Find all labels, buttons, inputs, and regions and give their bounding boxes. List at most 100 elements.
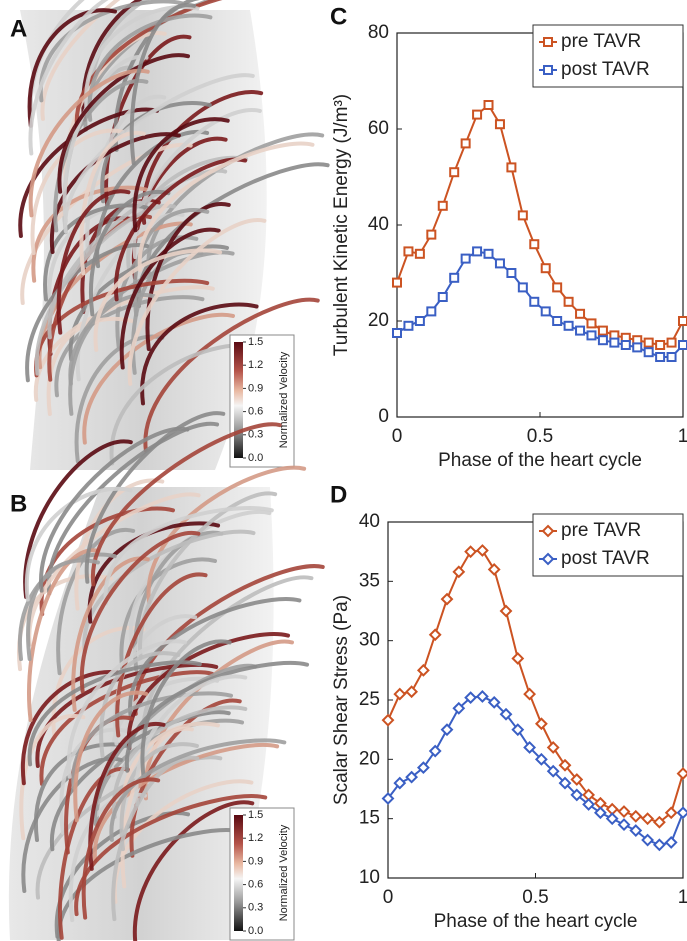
streamline [56, 828, 243, 941]
streamline [27, 8, 117, 128]
marker [494, 258, 505, 269]
marker [449, 167, 460, 178]
streamline [57, 53, 191, 194]
legend-label: post TAVR [561, 59, 650, 80]
streamline [38, 0, 185, 103]
marker [475, 690, 489, 703]
streamline [109, 738, 287, 842]
series-line [387, 695, 684, 846]
marker [460, 138, 471, 149]
marker [449, 272, 460, 283]
marker [416, 663, 430, 677]
y-tick-label: 40 [359, 511, 380, 532]
marker [437, 292, 448, 302]
streamline [74, 794, 268, 917]
marker [605, 812, 619, 826]
legend-label: pre TAVR [561, 520, 641, 541]
streamline [28, 0, 109, 156]
marker [483, 100, 494, 110]
y-axis-label: Scalar Shear Stress (Pa) [331, 595, 352, 805]
streamline [134, 674, 248, 807]
marker [392, 277, 402, 288]
marker [393, 776, 407, 790]
x-tick-label: 0.5 [522, 887, 548, 908]
streamline [24, 486, 133, 602]
marker [558, 758, 572, 772]
streamline [119, 227, 221, 370]
streamline [54, 295, 205, 398]
streamline [128, 597, 302, 718]
marker [597, 335, 608, 346]
marker [475, 544, 489, 557]
y-tick-label: 35 [359, 570, 380, 591]
colorbar-title: Normalized Velocity [278, 824, 290, 921]
marker [506, 268, 517, 278]
marker [440, 723, 454, 737]
streamline [23, 439, 133, 599]
colorbar: 1.5 1.2 0.9 0.6 0.3 0.0 Normalized Velocity [229, 334, 295, 468]
colorbar-gradient [234, 342, 243, 458]
streamline [112, 705, 248, 819]
marker [529, 239, 540, 250]
marker [540, 306, 551, 317]
marker [597, 325, 608, 336]
marker [494, 119, 505, 130]
x-tick-label: 1 [678, 426, 687, 447]
colorbar-title: Normalized Velocity [278, 351, 290, 448]
marker [666, 352, 677, 362]
streamline [53, 78, 149, 233]
marker [405, 770, 419, 784]
streamline [82, 312, 235, 445]
streamline [146, 465, 307, 604]
colorbar-tick-label: 0.6 [248, 879, 263, 891]
marker [517, 210, 528, 221]
marker [460, 253, 471, 264]
legend-marker [541, 524, 555, 538]
colorbar-tick-label: 1.5 [248, 336, 263, 348]
colorbar-tick-label: 0.9 [248, 855, 263, 867]
legend-marker [541, 552, 555, 566]
y-tick-label: 30 [359, 630, 380, 651]
streamline [34, 203, 176, 376]
y-tick-label: 20 [368, 310, 389, 331]
panel-label: B [10, 490, 27, 517]
streamline [46, 421, 220, 596]
streamline [111, 755, 200, 922]
x-axis-label: Phase of the heart cycle [438, 450, 642, 471]
streamline [68, 293, 157, 416]
marker [546, 741, 560, 754]
marker [472, 109, 483, 120]
marker [540, 263, 551, 274]
streamline [129, 3, 197, 166]
y-tick-label: 25 [359, 689, 380, 710]
marker [678, 316, 687, 326]
marker [428, 744, 442, 758]
marker [652, 838, 666, 852]
marker [381, 792, 395, 805]
streamline [103, 506, 274, 606]
marker [428, 628, 442, 642]
streamline [19, 713, 86, 841]
marker [487, 563, 501, 576]
streamline [143, 297, 320, 453]
streamline [125, 661, 310, 773]
streamline [56, 189, 131, 335]
marker [629, 809, 643, 823]
marker [511, 723, 525, 737]
marker [570, 788, 584, 802]
marker [586, 318, 597, 329]
streamline [79, 530, 201, 694]
x-tick-label: 0 [392, 426, 403, 447]
streamline [133, 564, 325, 716]
x-tick-label: 0 [383, 887, 394, 908]
marker [652, 815, 666, 829]
colorbar-tick-label: 1.2 [248, 359, 263, 371]
marker [552, 316, 563, 326]
streamline [91, 422, 282, 587]
streamline [132, 800, 255, 941]
marker [534, 717, 548, 731]
marker [416, 761, 430, 775]
y-tick-label: 15 [359, 808, 380, 829]
marker [483, 248, 494, 259]
